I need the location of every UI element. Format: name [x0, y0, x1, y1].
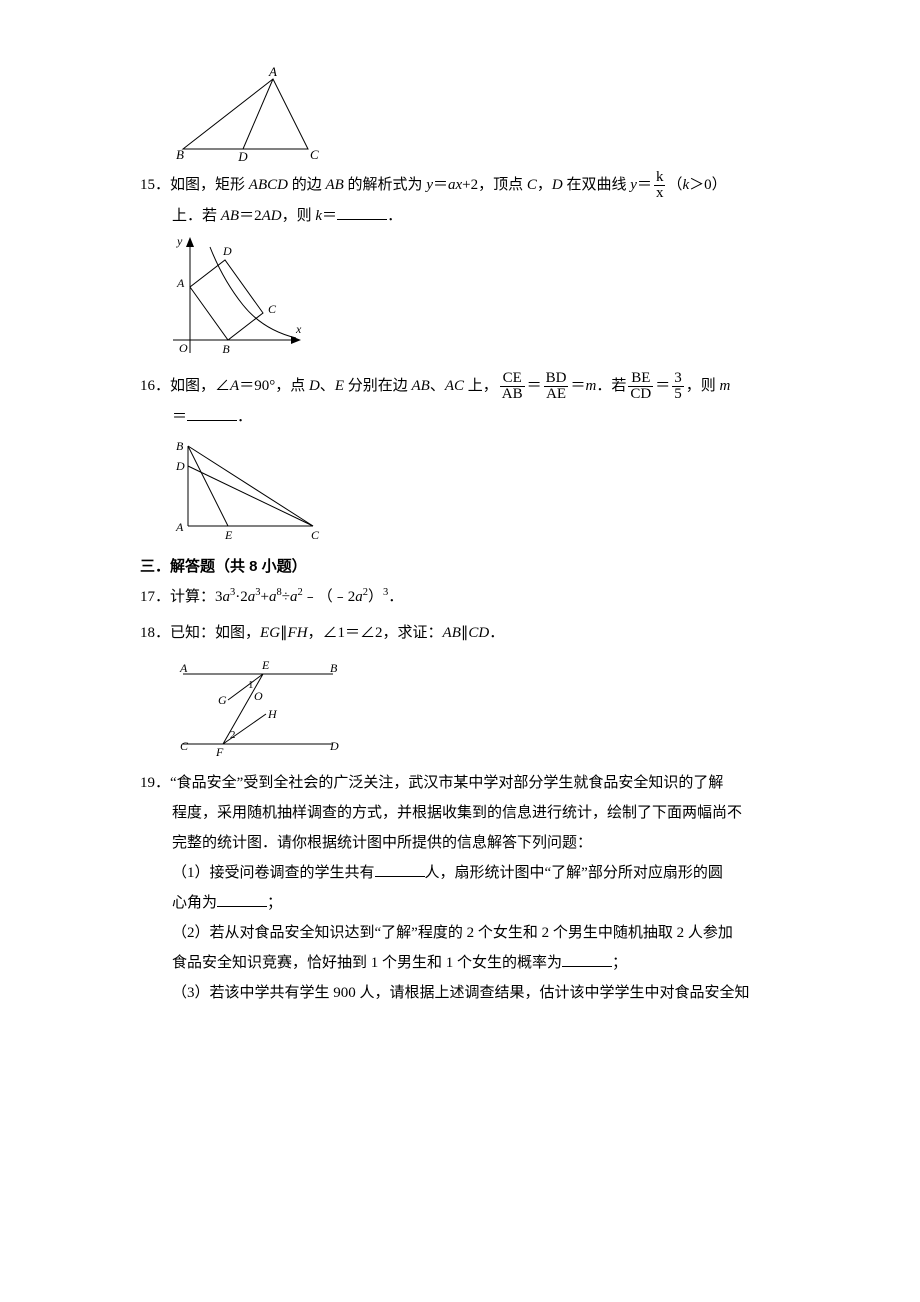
q18-text: 已知：如图，EG∥FH，∠1＝∠2，求证：AB∥CD．	[170, 625, 504, 641]
q18-number: 18．	[140, 625, 170, 641]
svg-text:O: O	[179, 341, 188, 355]
svg-text:C: C	[180, 739, 189, 753]
question-16: 16．如图，∠A＝90°，点 D、E 分别在边 AB、AC 上，CEAB＝BDA…	[140, 371, 800, 546]
svg-text:G: G	[218, 693, 227, 707]
q19-p3: 完整的统计图．请你根据统计图中所提供的信息解答下列问题：	[140, 828, 800, 858]
svg-text:B: B	[176, 147, 184, 162]
svg-text:x: x	[295, 322, 302, 336]
q19-sub1: （1）接受问卷调查的学生共有人，扇形统计图中“了解”部分所对应扇形的圆	[140, 858, 800, 888]
svg-text:A: A	[176, 276, 185, 290]
q15-number: 15．	[140, 177, 170, 193]
q16-figure: B D A E C	[168, 436, 800, 546]
question-19: 19．“食品安全”受到全社会的广泛关注，武汉市某中学对部分学生就食品安全知识的了…	[140, 768, 800, 1008]
fraction-k-over-x: kx	[654, 170, 666, 201]
q19-sub3: （3）若该中学共有学生 900 人，请根据上述调查结果，估计该中学学生中对食品安…	[140, 978, 800, 1008]
svg-text:B: B	[222, 342, 230, 356]
svg-text:2: 2	[230, 729, 236, 741]
svg-text:D: D	[237, 149, 248, 164]
svg-text:F: F	[215, 745, 224, 759]
svg-text:C: C	[268, 302, 277, 316]
frac-ce-ab: CEAB	[500, 371, 525, 402]
svg-text:A: A	[175, 520, 184, 534]
q16-text: 如图，∠A＝90°，点 D、E 分别在边 AB、AC 上，CEAB＝BDAE＝m…	[170, 378, 730, 394]
q16-blank	[187, 405, 237, 421]
q19-sub2: （2）若从对食品安全知识达到“了解”程度的 2 个女生和 2 个男生中随机抽取 …	[140, 918, 800, 948]
svg-text:C: C	[311, 528, 320, 542]
frac-bd-ae: BDAE	[544, 371, 569, 402]
svg-text:E: E	[224, 528, 233, 542]
section-3-header: 三．解答题（共 8 小题）	[140, 552, 800, 582]
svg-text:C: C	[310, 147, 319, 162]
svg-text:D: D	[175, 459, 185, 473]
question-17: 17．计算：3a3·2a3+a8÷a2﹣（﹣2a2）3．	[140, 582, 800, 612]
question-18: 18．已知：如图，EG∥FH，∠1＝∠2，求证：AB∥CD． A B C D E…	[140, 618, 800, 762]
q19-number: 19．	[140, 775, 170, 791]
svg-text:D: D	[222, 244, 232, 258]
q15-figure: y x O A B C D	[168, 235, 800, 365]
frac-be-cd: BECD	[628, 371, 653, 402]
q19-sub2b: 食品安全知识竞赛，恰好抽到 1 个男生和 1 个女生的概率为；	[140, 948, 800, 978]
svg-text:H: H	[267, 707, 278, 721]
q18-figure: A B C D E F G H O 1 2	[168, 652, 800, 762]
svg-text:y: y	[176, 235, 183, 248]
q19-sub1b: 心角为；	[140, 888, 800, 918]
q15-line2: 上．若 AB＝2AD，则 k＝．	[140, 201, 800, 231]
svg-text:E: E	[261, 658, 270, 672]
svg-text:B: B	[330, 661, 338, 675]
q17-number: 17．	[140, 589, 170, 605]
q15-text: 如图，矩形 ABCD 的边 AB 的解析式为 y＝ax+2，顶点 C，D 在双曲…	[170, 177, 727, 193]
frac-3-5: 35	[672, 371, 684, 402]
q19-blank-2	[217, 891, 267, 907]
q19-blank-1	[375, 861, 425, 877]
question-15: 15．如图，矩形 ABCD 的边 AB 的解析式为 y＝ax+2，顶点 C，D …	[140, 170, 800, 365]
q16-number: 16．	[140, 378, 170, 394]
svg-text:A: A	[268, 64, 277, 79]
q17-text: 计算：3a3·2a3+a8÷a2﹣（﹣2a2）3．	[170, 589, 403, 605]
q19-blank-3	[562, 951, 612, 967]
q14-figure: A B D C	[168, 64, 800, 164]
q19-p1: “食品安全”受到全社会的广泛关注，武汉市某中学对部分学生就食品安全知识的了解	[170, 775, 723, 791]
q16-line2: ＝．	[140, 402, 800, 432]
svg-text:1: 1	[248, 679, 254, 691]
svg-text:D: D	[329, 739, 339, 753]
svg-text:O: O	[254, 689, 263, 703]
svg-text:A: A	[179, 661, 188, 675]
q19-p2: 程度，采用随机抽样调查的方式，并根据收集到的信息进行统计，绘制了下面两幅尚不	[140, 798, 800, 828]
svg-text:B: B	[176, 439, 184, 453]
q15-blank	[337, 204, 387, 220]
